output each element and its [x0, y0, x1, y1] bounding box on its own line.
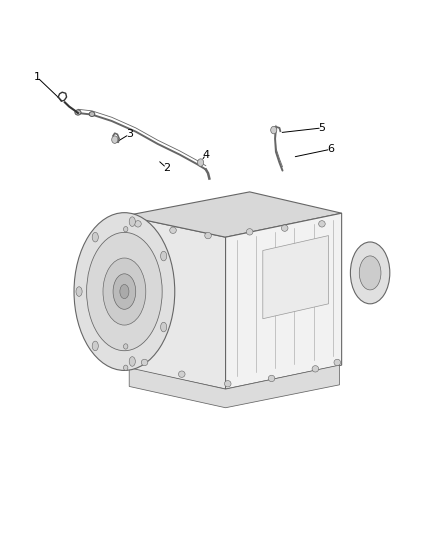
Ellipse shape — [161, 322, 167, 332]
Polygon shape — [125, 216, 226, 389]
Ellipse shape — [120, 285, 129, 298]
Ellipse shape — [92, 341, 98, 351]
Text: 1: 1 — [34, 72, 41, 82]
Text: 4: 4 — [202, 150, 209, 159]
Ellipse shape — [161, 251, 167, 261]
Ellipse shape — [124, 227, 128, 232]
Text: 2: 2 — [163, 163, 170, 173]
Ellipse shape — [75, 110, 81, 115]
Ellipse shape — [225, 381, 231, 387]
Ellipse shape — [103, 258, 146, 325]
Ellipse shape — [359, 256, 381, 290]
Ellipse shape — [318, 221, 325, 227]
Ellipse shape — [92, 232, 98, 242]
Ellipse shape — [124, 344, 128, 349]
Ellipse shape — [129, 357, 135, 366]
Polygon shape — [226, 213, 342, 389]
Ellipse shape — [124, 365, 128, 370]
Ellipse shape — [205, 232, 211, 239]
Ellipse shape — [135, 221, 141, 227]
Polygon shape — [129, 365, 339, 408]
Text: 5: 5 — [318, 123, 325, 133]
Polygon shape — [263, 236, 328, 319]
Text: 6: 6 — [327, 144, 334, 154]
Text: 3: 3 — [126, 130, 133, 139]
Ellipse shape — [334, 359, 341, 366]
Ellipse shape — [350, 242, 390, 304]
Ellipse shape — [124, 269, 128, 274]
Ellipse shape — [87, 232, 162, 351]
Ellipse shape — [178, 371, 185, 377]
Ellipse shape — [141, 359, 148, 366]
Ellipse shape — [312, 366, 319, 372]
Polygon shape — [125, 192, 342, 237]
Ellipse shape — [246, 229, 253, 235]
Circle shape — [112, 136, 118, 143]
Ellipse shape — [76, 287, 82, 296]
Ellipse shape — [89, 111, 95, 116]
Ellipse shape — [281, 225, 288, 231]
Circle shape — [271, 126, 277, 134]
Ellipse shape — [129, 217, 135, 227]
Ellipse shape — [170, 227, 176, 233]
Ellipse shape — [113, 274, 136, 309]
Circle shape — [198, 159, 204, 166]
Ellipse shape — [74, 213, 175, 370]
Ellipse shape — [268, 375, 275, 382]
